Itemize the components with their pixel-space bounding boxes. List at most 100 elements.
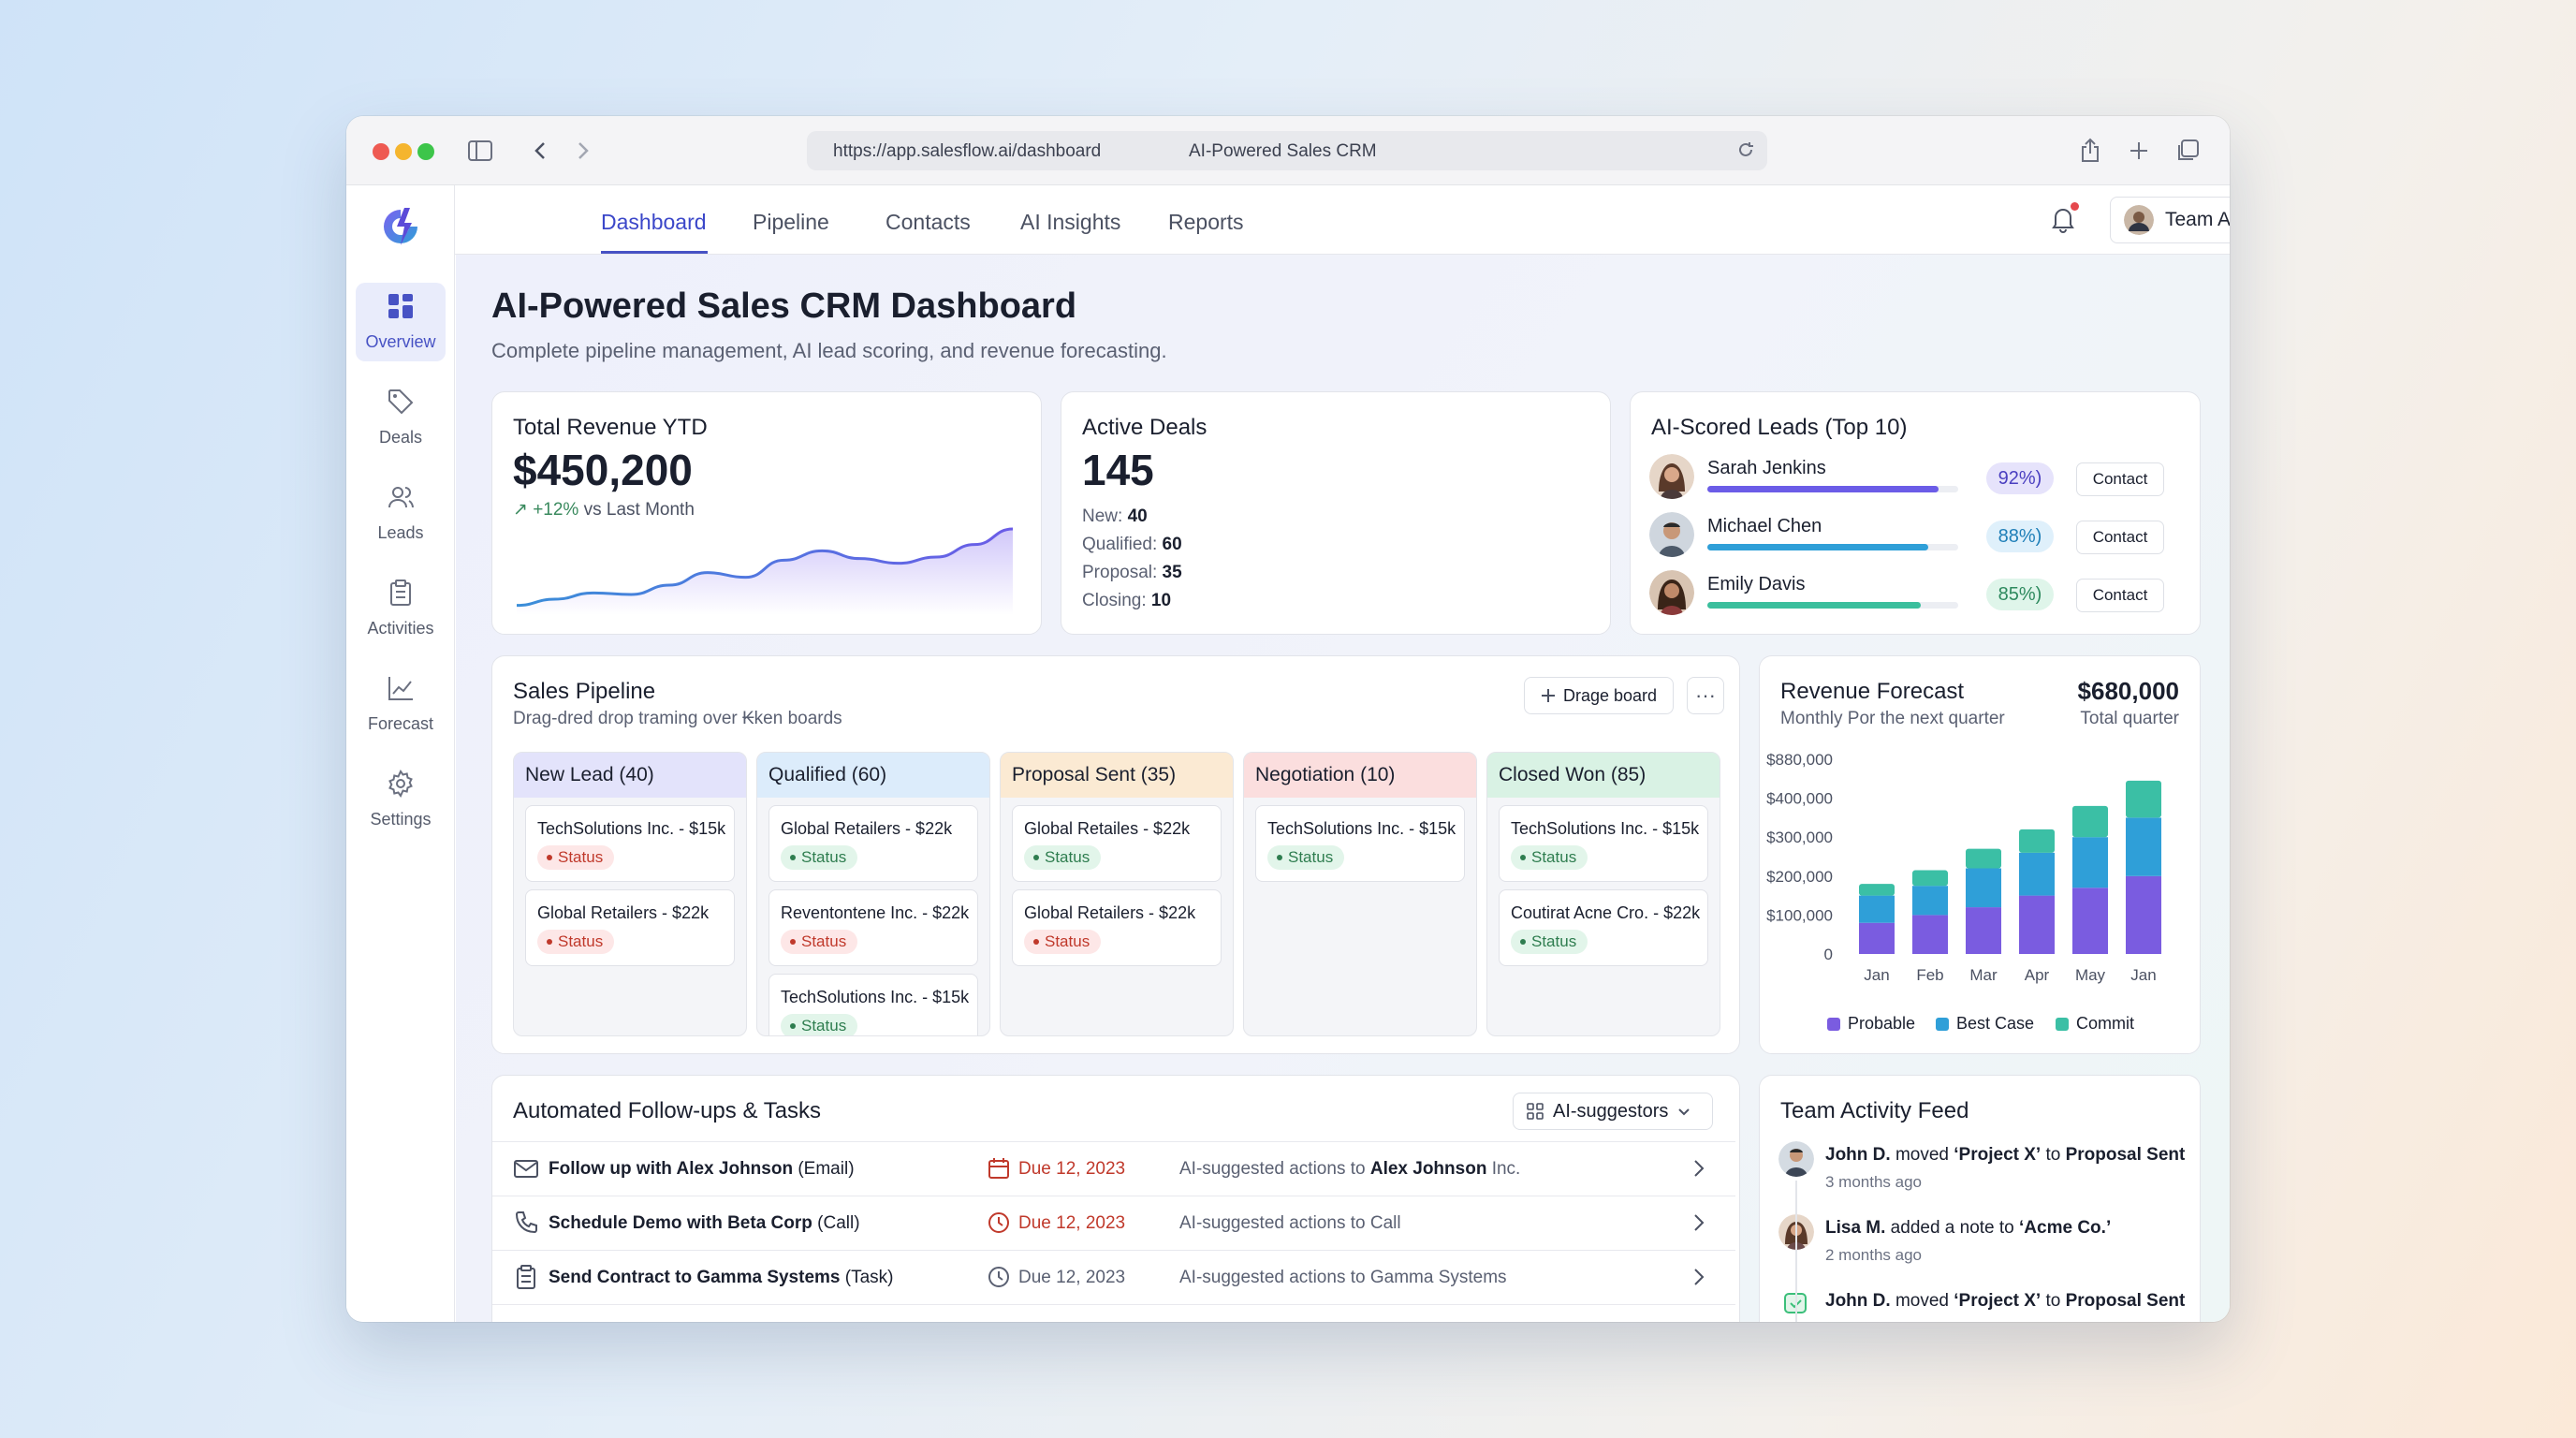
share-icon[interactable] (2076, 137, 2104, 165)
ai-leads-title: AI-Scored Leads (Top 10) (1651, 415, 1908, 440)
task-due-date: Due 12, 2023 (1018, 1213, 1126, 1233)
x-tick-label: Apr (2025, 966, 2050, 984)
back-arrow-icon[interactable] (526, 137, 554, 165)
lead-score-fill (1707, 602, 1921, 609)
status-badge: Status (1511, 930, 1588, 954)
bar-segment-best-case[interactable] (2019, 852, 2055, 896)
sidebar-item-deals[interactable]: Deals (356, 378, 446, 457)
status-badge: Status (537, 845, 615, 870)
x-tick-label: Feb (1916, 966, 1943, 984)
drag-board-button[interactable]: Drage board (1524, 677, 1674, 714)
contact-button[interactable]: Contact (2076, 579, 2164, 612)
lead-score-fill (1707, 486, 1939, 492)
deals-qualified-line: Qualified: 60 (1082, 535, 1182, 555)
mail-icon (514, 1160, 538, 1178)
tabs-overview-icon[interactable] (2174, 137, 2202, 165)
tab-pipeline[interactable]: Pipeline (753, 210, 829, 234)
bar-segment-commit[interactable] (1912, 870, 1948, 887)
status-badge: Status (1024, 930, 1102, 954)
x-tick-label: Mar (1969, 966, 1998, 984)
minimize-window-button[interactable] (395, 143, 412, 160)
sidebar-item-label: Overview (365, 332, 436, 351)
tab-contacts[interactable]: Contacts (886, 210, 971, 234)
pipeline-column-new-lead: New Lead (40) TechSolutions Inc. - $15k S… (513, 752, 747, 1036)
team-selector[interactable]: Team Alpha (2110, 197, 2230, 243)
contact-button[interactable]: Contact (2076, 462, 2164, 496)
bar-segment-commit[interactable] (1966, 848, 2001, 869)
bar-segment-best-case[interactable] (2072, 837, 2108, 888)
bar-segment-best-case[interactable] (1859, 895, 1895, 923)
deal-card[interactable]: Global Retailers - $22k Status (768, 805, 978, 882)
revenue-title: Total Revenue YTD (513, 415, 708, 440)
reload-icon[interactable] (1735, 139, 1756, 166)
deal-name: Global Retailes - $22k (1024, 819, 1191, 838)
bar-segment-commit[interactable] (1859, 884, 1895, 896)
bar-segment-probable[interactable] (2126, 875, 2161, 954)
bar-segment-probable[interactable] (1859, 922, 1895, 954)
sparkline-area (517, 529, 1013, 615)
deal-card[interactable]: Global Retailes - $22k Status (1012, 805, 1222, 882)
avatar (1778, 1141, 1814, 1177)
revenue-forecast-card: Revenue Forecast $680,000 Monthly Por th… (1759, 655, 2201, 1054)
task-row[interactable]: Send Contract to Gamma Systems (Task) Du… (492, 1250, 1735, 1304)
sidebar-item-activities[interactable]: Activities (356, 569, 446, 648)
activity-item: Lisa M. added a note to ‘Acme Co.’ 2 mon… (1778, 1214, 2200, 1282)
app-logo[interactable] (380, 206, 421, 247)
bar-segment-probable[interactable] (2019, 895, 2055, 954)
deal-card[interactable]: TechSolutions Inc. - $15k Status (1255, 805, 1465, 882)
bar-segment-probable[interactable] (1966, 907, 2001, 954)
task-row[interactable] (492, 1304, 1735, 1322)
bar-segment-commit[interactable] (2072, 805, 2108, 838)
deal-card[interactable]: Coutirat Acne Cro. - $22k Status (1499, 889, 1708, 966)
ai-suggestion-prefix: AI-suggested actions to (1179, 1159, 1370, 1179)
bar-segment-commit[interactable] (2126, 780, 2161, 818)
active-tab-indicator (601, 251, 708, 254)
page-title: AI-Powered Sales CRM Dashboard (491, 286, 1077, 326)
bar-segment-probable[interactable] (2072, 888, 2108, 954)
deal-card[interactable]: TechSolutions Inc. - $15k Status (525, 805, 735, 882)
more-options-button[interactable]: ··· (1687, 677, 1724, 714)
contact-button[interactable]: Contact (2076, 521, 2164, 554)
address-bar[interactable]: https://app.salesflow.ai/dashboard AI-Po… (807, 131, 1767, 170)
deal-card[interactable]: TechSolutions Inc. - $15k Status (768, 974, 978, 1035)
main-content: AI-Powered Sales CRM Dashboard Complete … (456, 255, 2230, 1322)
status-badge: Status (1511, 845, 1588, 870)
bar-segment-best-case[interactable] (1912, 886, 1948, 916)
ai-suggestion-prefix: AI-suggested actions to Gamma Systems (1179, 1268, 1507, 1287)
bar-segment-commit[interactable] (2019, 829, 2055, 853)
bar-segment-best-case[interactable] (1966, 868, 2001, 908)
activity-target: Proposal Sent (2065, 1145, 2186, 1165)
new-tab-icon[interactable] (2125, 137, 2153, 165)
sidebar-item-overview[interactable]: Overview (356, 283, 446, 361)
deal-name: Reventontene Inc. - $22k (781, 903, 970, 922)
task-row[interactable]: Follow up with Alex Johnson (Email) Due … (492, 1141, 1735, 1196)
trend-percent: +12% (533, 500, 579, 520)
column-header: Proposal Sent (35) (1001, 753, 1233, 798)
pipeline-column-closed-won: Closed Won (85) TechSolutions Inc. - $15… (1486, 752, 1720, 1036)
deal-card[interactable]: Global Retailers - $22k Status (1012, 889, 1222, 966)
deal-card[interactable]: Global Retailers - $22k Status (525, 889, 735, 966)
bell-icon[interactable] (2048, 204, 2078, 234)
tab-ai-insights[interactable]: AI Insights (1020, 210, 1121, 234)
sidebar-item-leads[interactable]: Leads (356, 474, 446, 552)
bar-segment-probable[interactable] (1912, 915, 1948, 954)
tab-dashboard[interactable]: Dashboard (601, 210, 707, 234)
bar-segment-best-case[interactable] (2126, 817, 2161, 876)
activity-verb: moved (1890, 1291, 1954, 1311)
tab-reports[interactable]: Reports (1168, 210, 1244, 234)
forward-arrow-icon[interactable] (569, 137, 597, 165)
maximize-window-button[interactable] (417, 143, 434, 160)
sidebar-toggle-icon[interactable] (466, 137, 494, 165)
sidebar-item-settings[interactable]: Settings (356, 760, 446, 839)
activity-text: John D. moved ‘Project X’ to Proposal Se… (1825, 1291, 2185, 1312)
sidebar-item-forecast[interactable]: Forecast (356, 665, 446, 743)
deals-new-line: New: 40 (1082, 506, 1148, 527)
deal-card[interactable]: TechSolutions Inc. - $15k Status (1499, 805, 1708, 882)
task-title: Follow up with Alex Johnson (Email) (549, 1159, 855, 1180)
deal-card[interactable]: Reventontene Inc. - $22k Status (768, 889, 978, 966)
activity-text: Lisa M. added a note to ‘Acme Co.’ (1825, 1218, 2111, 1239)
task-row[interactable]: Schedule Demo with Beta Corp (Call) Due … (492, 1196, 1735, 1250)
close-window-button[interactable] (373, 143, 389, 160)
ai-suggestions-dropdown[interactable]: AI-suggestors (1513, 1093, 1713, 1130)
status-badge: Status (781, 1014, 858, 1035)
